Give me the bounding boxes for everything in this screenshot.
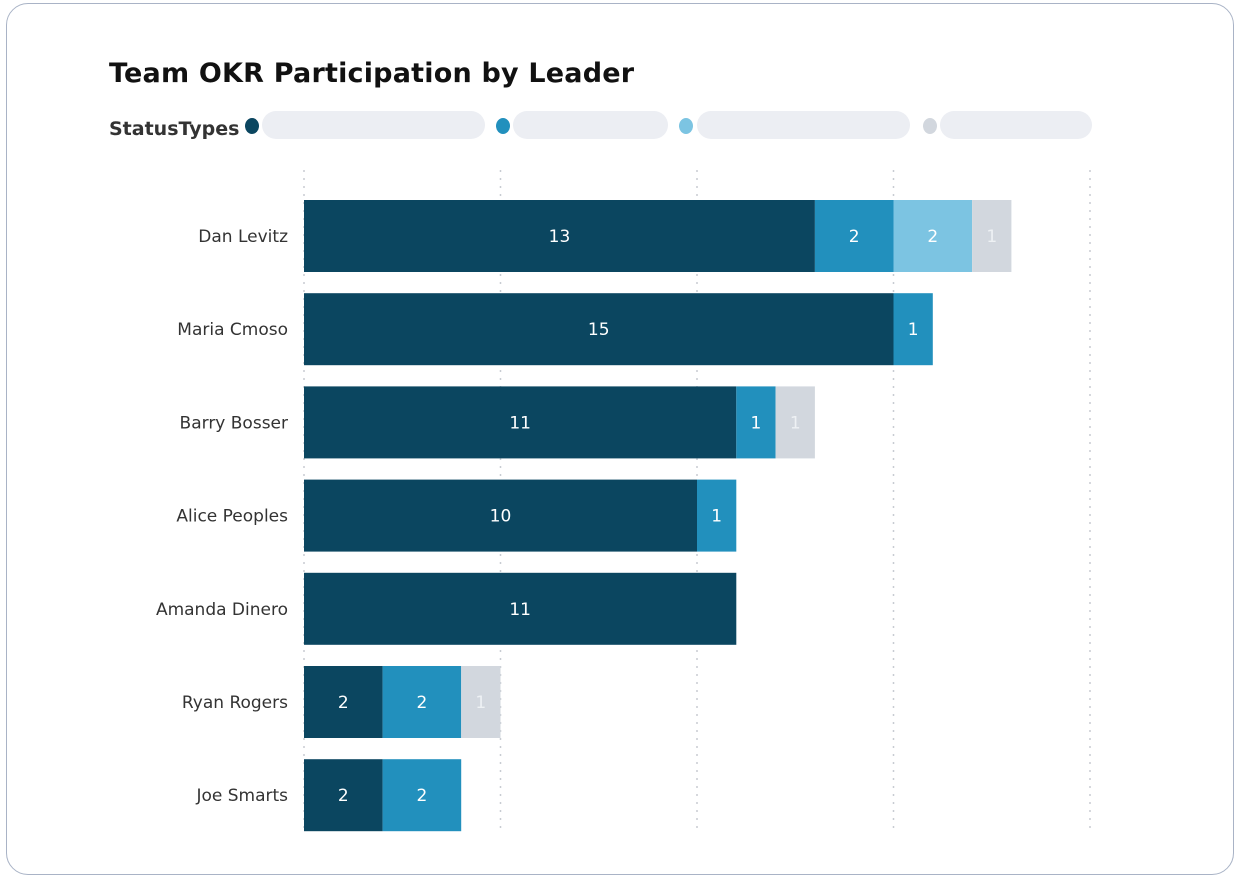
bar-segment [304,666,383,738]
category-label: Dan Levitz [198,227,288,247]
bar-segment [893,293,933,366]
data-label: 11 [509,413,531,433]
category-label: Maria Cmoso [177,320,288,340]
data-label: 13 [549,227,571,247]
legend-label-redacted [513,111,668,139]
legend-label-redacted [262,111,485,139]
data-label: 1 [908,320,919,340]
chart-title: Team OKR Participation by Leader [109,58,635,89]
data-label: 15 [588,320,610,340]
legend-label-redacted [940,111,1092,139]
data-label: 2 [338,786,349,806]
legend-marker [496,118,510,134]
legend-marker [245,118,259,134]
category-label: Amanda Dinero [156,600,288,620]
bar-segment [814,200,894,272]
category-label: Joe Smarts [195,786,288,806]
data-label: 10 [490,507,512,527]
category-label: Barry Bosser [180,413,288,433]
data-label: 1 [790,413,801,433]
bar-segment [382,759,462,832]
category-label: Alice Peoples [176,507,288,527]
legend-marker [923,118,937,134]
bar-segment [382,666,462,738]
bar-segment [775,386,815,459]
bar-segment [304,759,383,832]
bar-segment [304,572,737,645]
category-label: Ryan Rogers [182,693,288,713]
data-label: 1 [711,507,722,527]
data-label: 2 [416,693,427,713]
bar-segment [304,200,815,272]
legend-label-redacted [697,111,910,139]
data-label: 2 [927,227,938,247]
legend-title: StatusTypes [109,118,240,140]
legend-marker [679,118,693,134]
bar-segment [304,293,894,366]
data-label: 1 [475,693,486,713]
bar-segment [461,666,501,738]
data-label: 1 [986,227,997,247]
bar-segment [972,200,1012,272]
data-label: 2 [338,693,349,713]
bar-segment [893,200,973,272]
data-label: 1 [751,413,762,433]
bar-segment [697,479,737,552]
bar-segment [304,386,737,459]
data-label: 2 [849,227,860,247]
bar-segment [736,386,776,459]
data-label: 2 [416,786,427,806]
bar-segment [304,479,697,552]
data-label: 11 [509,600,531,620]
